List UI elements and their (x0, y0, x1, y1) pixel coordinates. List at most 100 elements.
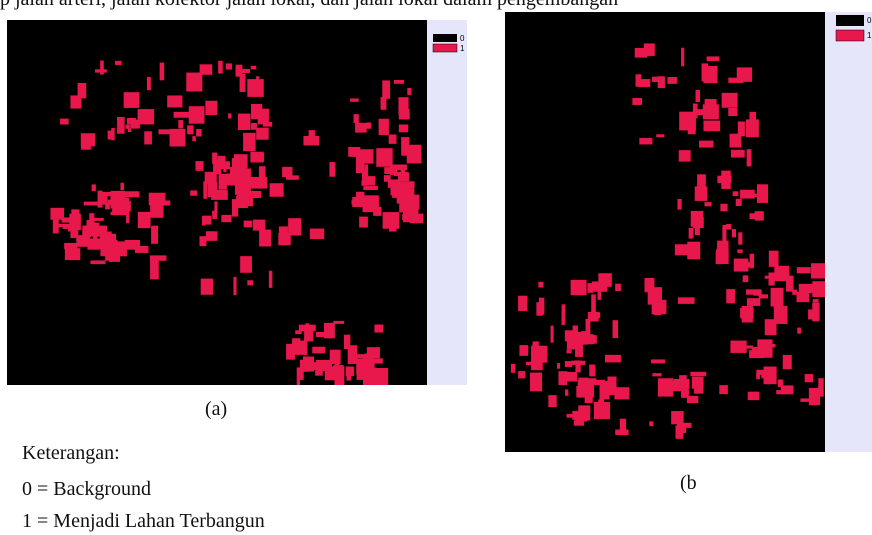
patch (384, 167, 390, 174)
patch (693, 216, 704, 228)
patch (389, 134, 397, 143)
patch (363, 195, 379, 212)
patch (769, 251, 779, 267)
patch (251, 66, 257, 70)
patch (243, 133, 256, 151)
patch (401, 137, 409, 156)
patch (365, 164, 368, 181)
patch (808, 309, 816, 319)
patch (124, 191, 140, 197)
patch (742, 306, 753, 323)
patch (707, 56, 720, 61)
patch (551, 326, 554, 343)
patch (690, 372, 706, 377)
patch (170, 129, 186, 147)
patch (221, 215, 231, 222)
patch (705, 99, 717, 114)
patch (511, 364, 515, 373)
patch (71, 209, 79, 221)
patch (759, 294, 768, 298)
patch (736, 199, 742, 206)
patch (750, 213, 758, 219)
notes-title: Keterangan: (22, 442, 120, 465)
patch (518, 296, 527, 311)
patch (677, 199, 681, 210)
patch (324, 323, 335, 338)
patch (351, 200, 361, 204)
patch (703, 121, 720, 132)
patch (230, 167, 243, 180)
patch (644, 278, 654, 292)
patch (240, 256, 252, 273)
patch (777, 269, 780, 279)
patch (730, 341, 746, 353)
patch (366, 122, 371, 128)
patch (379, 119, 389, 135)
patch (726, 224, 731, 230)
patch (769, 272, 775, 285)
caption: (a) (205, 398, 227, 421)
patch (744, 262, 752, 267)
patch (93, 218, 104, 221)
patch (190, 190, 197, 195)
patch (687, 242, 700, 260)
patch (258, 109, 269, 125)
patch (687, 396, 698, 403)
patch (588, 312, 599, 322)
patch (282, 167, 292, 177)
patch (721, 171, 731, 189)
patch (150, 201, 163, 218)
patch (533, 341, 539, 346)
patch (811, 263, 825, 278)
patch (235, 180, 251, 194)
patch (144, 131, 152, 144)
patch (256, 128, 269, 140)
patch (407, 88, 411, 95)
patch (233, 277, 236, 295)
patch (565, 389, 568, 395)
patch (205, 101, 217, 115)
patch (764, 367, 777, 385)
legend-label: 1 (460, 44, 465, 53)
patch (244, 221, 253, 228)
patch (548, 395, 556, 407)
patch (251, 123, 257, 130)
patch (346, 373, 351, 381)
patch (728, 108, 737, 116)
legend-swatch (836, 30, 864, 41)
patch (259, 166, 266, 183)
patch (571, 280, 587, 295)
patch (679, 150, 691, 162)
patch (567, 350, 572, 354)
patch (335, 360, 339, 366)
patch (356, 354, 373, 358)
legend-swatch (433, 34, 457, 42)
patch (671, 411, 684, 424)
patch (598, 399, 604, 404)
patch (726, 289, 735, 303)
patch (591, 294, 596, 313)
patch (374, 325, 383, 333)
patch (151, 226, 158, 244)
patch (652, 373, 661, 376)
patch (614, 387, 629, 399)
patch (688, 117, 696, 134)
patch (381, 97, 387, 110)
patch (679, 375, 687, 388)
patch (87, 220, 95, 228)
caption: (b (680, 472, 697, 495)
patch (226, 63, 232, 69)
patch (392, 184, 406, 198)
patch (809, 388, 820, 405)
patch (796, 292, 809, 302)
patch (304, 326, 313, 341)
patch (160, 63, 165, 81)
patch (115, 201, 131, 211)
patch (333, 321, 344, 324)
patch (733, 191, 739, 196)
patch (295, 330, 301, 334)
patch (636, 74, 642, 86)
patch (303, 136, 319, 145)
patch (695, 90, 700, 102)
patch (124, 92, 140, 108)
